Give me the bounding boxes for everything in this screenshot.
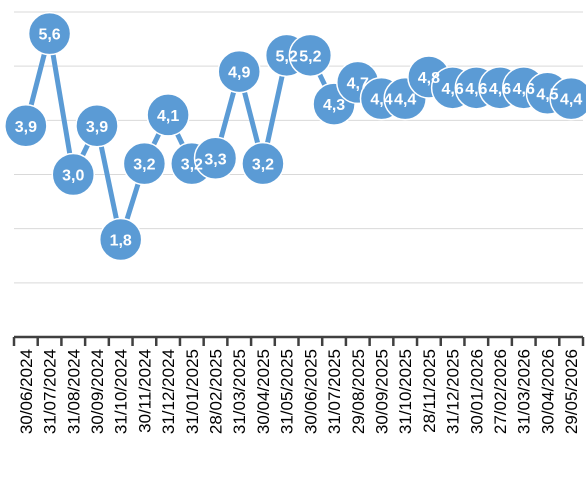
data-label: 4,4 <box>560 92 582 109</box>
data-point <box>51 152 96 197</box>
x-axis: 30/06/2024 31/07/2024 31/08/2024 30/09/2024… <box>12 335 585 434</box>
data-points: 3,95,63,03,91,83,24,13,2 3,34,93,25,2 5,24… <box>4 11 586 262</box>
x-tick-label: 31/07/2025 <box>325 349 344 434</box>
data-point <box>288 33 333 78</box>
data-label: 3,2 <box>252 157 274 174</box>
data-label: 4,4 <box>394 92 416 109</box>
data-label: 5,2 <box>276 48 298 65</box>
x-tick-label: 28/11/2025 <box>420 349 439 433</box>
data-point <box>241 141 285 186</box>
data-label: 4,8 <box>418 70 440 87</box>
x-tick-label: 31/10/2024 <box>112 349 131 434</box>
data-label: 4,3 <box>323 97 345 114</box>
x-tick-label: 30/04/2026 <box>538 349 557 434</box>
data-label: 5,2 <box>299 48 321 65</box>
data-label: 3,9 <box>15 119 37 136</box>
x-tick-label: 30/11/2024 <box>135 349 154 433</box>
x-tick-label: 27/02/2026 <box>491 349 510 434</box>
x-tick-label: 30/06/2024 <box>17 349 36 434</box>
data-point <box>146 93 190 137</box>
x-tick-label: 30/09/2025 <box>372 349 391 434</box>
x-tick-label: 31/05/2025 <box>278 349 297 434</box>
x-tick-label: 31/07/2024 <box>41 349 60 434</box>
data-label: 4,6 <box>489 81 511 98</box>
x-tick-label: 31/08/2024 <box>64 349 83 434</box>
data-point <box>549 76 586 121</box>
data-label: 1,8 <box>110 233 132 250</box>
data-point <box>193 136 238 180</box>
data-point <box>4 104 48 148</box>
data-label: 3,2 <box>133 157 155 174</box>
data-label: 4,1 <box>157 108 179 125</box>
data-point <box>122 141 167 186</box>
x-tick-label: 31/03/2026 <box>515 349 534 434</box>
x-tick-label: 31/03/2025 <box>230 349 249 434</box>
data-label: 3,0 <box>62 168 84 185</box>
data-label: 4,9 <box>228 65 250 82</box>
data-label: 3,2 <box>181 157 203 174</box>
x-tick-label: 31/12/2025 <box>444 349 463 434</box>
data-point <box>27 11 72 56</box>
x-tick-label: 31/01/2025 <box>183 349 202 434</box>
x-tick-label: 30/04/2025 <box>254 349 273 434</box>
x-tick-label: 30/01/2026 <box>467 349 486 434</box>
x-tick-label: 29/05/2026 <box>562 349 581 434</box>
x-tick-label: 31/10/2025 <box>396 349 415 434</box>
data-point <box>217 49 261 94</box>
x-tick-label: 29/08/2025 <box>349 349 368 434</box>
x-tick-label: 30/06/2025 <box>301 349 320 434</box>
x-tick-label: 31/12/2024 <box>159 349 178 434</box>
data-label: 4,4 <box>370 92 392 109</box>
x-tick-label: 28/02/2025 <box>207 349 226 434</box>
data-label: 3,3 <box>204 151 226 168</box>
data-point <box>75 104 119 148</box>
x-tick-label: 30/09/2024 <box>88 349 107 434</box>
data-label: 4,7 <box>347 75 369 92</box>
data-label: 5,6 <box>38 27 60 44</box>
data-label: 4,5 <box>536 86 558 103</box>
data-label: 4,6 <box>441 81 463 98</box>
data-label: 3,9 <box>86 119 108 136</box>
data-label: 4,6 <box>513 81 535 98</box>
data-label: 4,6 <box>465 81 487 98</box>
data-point <box>98 217 143 262</box>
